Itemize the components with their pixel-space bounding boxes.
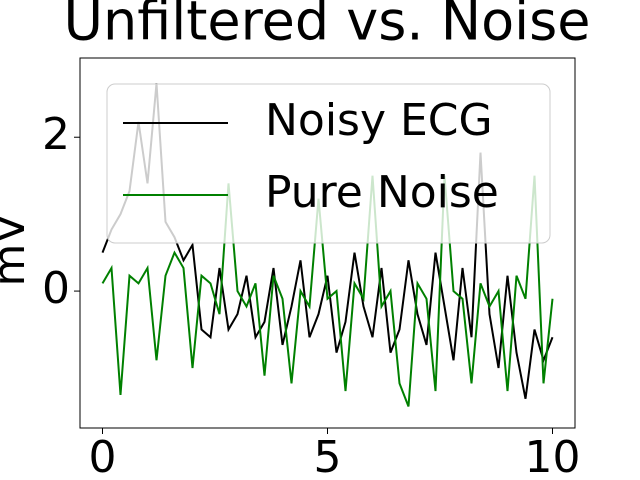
x-tick-label: 0 — [89, 432, 117, 480]
y-tick-label: 0 — [42, 263, 70, 314]
chart-title: Unfiltered vs. Noise — [63, 0, 590, 53]
x-tick-label: 10 — [525, 432, 581, 480]
x-tick-label: 5 — [314, 432, 342, 480]
legend-label: Pure Noise — [265, 167, 499, 218]
legend-label: Noisy ECG — [265, 95, 493, 146]
y-tick-label: 2 — [42, 109, 70, 160]
series-line — [101, 175, 554, 407]
y-axis-label: mV — [0, 214, 35, 287]
